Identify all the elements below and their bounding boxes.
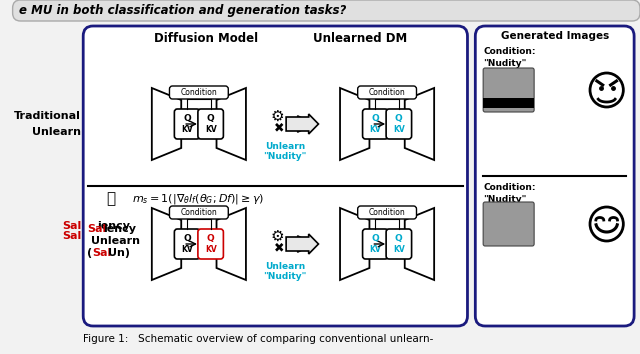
Polygon shape [404,88,434,160]
Text: Q: Q [395,114,403,124]
Text: Diffusion Model: Diffusion Model [154,32,258,45]
Text: KV: KV [205,126,216,135]
FancyBboxPatch shape [170,206,228,219]
Text: Q: Q [395,234,403,244]
FancyBboxPatch shape [358,86,417,99]
Circle shape [590,207,623,241]
FancyBboxPatch shape [483,202,534,246]
Polygon shape [216,88,246,160]
Polygon shape [152,208,181,280]
FancyBboxPatch shape [174,109,200,139]
Text: KV: KV [205,246,216,255]
Text: Q: Q [371,234,380,244]
Text: Condition: Condition [180,88,217,97]
FancyBboxPatch shape [198,229,223,259]
Text: Traditional: Traditional [14,111,81,121]
Text: 🧑: 🧑 [106,192,115,206]
Text: ✖: ✖ [274,241,285,255]
Text: "Nudity": "Nudity" [264,152,307,161]
Text: Condition: Condition [369,88,406,97]
FancyBboxPatch shape [358,206,417,219]
Text: Unlearned DM: Unlearned DM [313,32,407,45]
Text: ⚙: ⚙ [271,108,284,124]
FancyBboxPatch shape [483,68,534,112]
Text: Generated Images: Generated Images [500,31,609,41]
FancyBboxPatch shape [174,229,200,259]
Text: Sal: Sal [92,248,111,258]
FancyBboxPatch shape [83,26,467,326]
Bar [483,98,534,108]
Text: KV: KV [369,246,381,255]
Text: Condition: Condition [180,208,217,217]
FancyBboxPatch shape [170,86,228,99]
Text: Condition:: Condition: [483,47,536,57]
FancyBboxPatch shape [13,0,640,21]
Text: Sal: Sal [62,221,81,231]
FancyArrow shape [286,114,319,134]
Text: (: ( [87,248,92,258]
Text: $m_s = 1(|\nabla_\theta l_f(\theta_G; Df)| \geq \gamma)$: $m_s = 1(|\nabla_\theta l_f(\theta_G; Df… [132,192,264,206]
Text: iency: iency [103,224,136,234]
FancyBboxPatch shape [363,229,388,259]
FancyArrow shape [286,234,319,254]
Text: Unlearn: Unlearn [265,142,305,151]
Text: Unlearn: Unlearn [91,236,140,246]
Text: Un): Un) [108,248,130,258]
Text: Condition:: Condition: [483,183,536,193]
Text: KV: KV [369,126,381,135]
Text: KV: KV [393,246,404,255]
FancyBboxPatch shape [363,109,388,139]
Text: Unlearn: Unlearn [32,127,81,137]
Text: "Nudity": "Nudity" [264,272,307,281]
Polygon shape [404,208,434,280]
Text: ✖: ✖ [274,121,285,135]
Polygon shape [216,208,246,280]
FancyBboxPatch shape [198,109,223,139]
Text: KV: KV [393,126,404,135]
Text: e MU in both classification and generation tasks?: e MU in both classification and generati… [19,4,346,17]
Text: "Nudity": "Nudity" [483,58,527,68]
FancyBboxPatch shape [386,229,412,259]
Polygon shape [152,88,181,160]
Circle shape [590,73,623,107]
Text: KV: KV [181,126,193,135]
Text: Sal: Sal [62,231,81,241]
Text: Q: Q [207,234,214,244]
FancyBboxPatch shape [476,26,634,326]
Polygon shape [340,208,369,280]
Text: Unlearn: Unlearn [265,262,305,271]
Text: Q: Q [207,114,214,124]
Text: Condition: Condition [369,208,406,217]
Text: KV: KV [181,246,193,255]
Text: Q: Q [183,114,191,124]
Text: ⚙: ⚙ [271,228,284,244]
Text: iency: iency [97,221,130,231]
Text: Figure 1:   Schematic overview of comparing conventional unlearn-: Figure 1: Schematic overview of comparin… [83,334,433,344]
Polygon shape [340,88,369,160]
Text: Q: Q [371,114,380,124]
Text: Q: Q [183,234,191,244]
Text: Sal: Sal [87,224,106,234]
FancyBboxPatch shape [386,109,412,139]
Text: "Nudity": "Nudity" [483,194,527,204]
